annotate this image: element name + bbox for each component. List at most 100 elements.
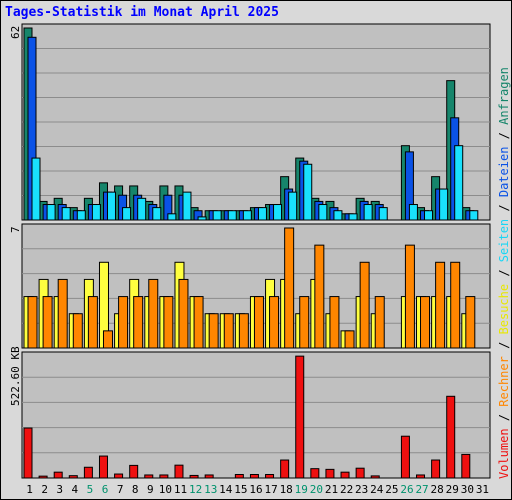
bar-volumen-3: [53, 471, 63, 479]
x-tick-label-20: 20: [310, 483, 323, 496]
x-tick-label-29: 29: [446, 483, 459, 496]
bar-seiten-12: [197, 216, 207, 221]
x-tick-label-13: 13: [204, 483, 217, 496]
bar-volumen-2: [38, 475, 48, 479]
bar-volumen-7: [114, 473, 124, 479]
x-tick-label-15: 15: [234, 483, 247, 496]
x-tick-label-24: 24: [370, 483, 384, 496]
top-panel-max-label: 62: [9, 25, 22, 39]
bar-volumen-17: [265, 473, 275, 479]
bar-seiten-4: [76, 210, 86, 221]
x-tick-label-5: 5: [87, 483, 94, 496]
bar-rechner-24: [374, 296, 385, 349]
bar-rechner-23: [359, 261, 370, 349]
bar-seiten-13: [212, 210, 222, 221]
x-tick-label-14: 14: [219, 483, 233, 496]
x-tick-label-21: 21: [325, 483, 338, 496]
x-tick-label-2: 2: [41, 483, 48, 496]
x-tick-label-4: 4: [72, 483, 79, 496]
bar-volumen-26: [400, 435, 410, 479]
bar-rechner-22: [344, 330, 355, 349]
bar-volumen-4: [68, 475, 78, 479]
bar-seiten-9: [152, 207, 162, 221]
bar-seiten-23: [363, 204, 373, 221]
bar-volumen-9: [144, 474, 154, 479]
bar-volumen-27: [416, 474, 426, 479]
legend-dateien: Dateien: [497, 146, 511, 198]
bar-seiten-11: [182, 191, 192, 221]
bar-seiten-28: [439, 188, 449, 221]
x-tick-label-12: 12: [189, 483, 202, 496]
bar-volumen-23: [355, 467, 365, 479]
bar-rechner-1: [27, 296, 38, 349]
x-tick-label-26: 26: [400, 483, 413, 496]
x-tick-label-19: 19: [295, 483, 308, 496]
bar-rechner-2: [42, 296, 53, 349]
x-tick-label-7: 7: [117, 483, 124, 496]
bar-rechner-29: [450, 261, 461, 349]
bar-volumen-1: [23, 427, 33, 479]
legend-volumen: Volumen: [497, 428, 511, 479]
bar-rechner-14: [223, 313, 234, 349]
bar-seiten-20: [318, 204, 328, 221]
x-tick-label-17: 17: [264, 483, 277, 496]
bar-seiten-21: [333, 210, 343, 221]
bar-rechner-17: [269, 296, 280, 349]
x-tick-label-25: 25: [385, 483, 398, 496]
bar-volumen-5: [83, 466, 93, 479]
x-tick-label-22: 22: [340, 483, 353, 496]
bar-rechner-9: [148, 278, 159, 349]
chart-title: Tages-Statistik im Monat April 2025: [5, 5, 279, 20]
bar-rechner-16: [253, 296, 264, 349]
bar-seiten-16: [257, 207, 267, 221]
bar-rechner-15: [238, 313, 249, 349]
x-tick-label-23: 23: [355, 483, 368, 496]
bar-seiten-8: [137, 197, 147, 221]
bar-rechner-28: [435, 261, 446, 349]
bar-seiten-7: [122, 207, 132, 221]
legend-anfragen: Anfragen: [497, 67, 511, 125]
bar-rechner-3: [57, 278, 68, 349]
bar-seiten-5: [91, 204, 101, 221]
middle-panel-max-label: 7: [9, 226, 22, 233]
plot-area-bottom: [21, 351, 491, 479]
bar-rechner-7: [118, 296, 129, 349]
bar-volumen-13: [204, 474, 214, 479]
bar-seiten-6: [106, 191, 116, 221]
bar-seiten-19: [303, 163, 313, 221]
x-tick-label-10: 10: [159, 483, 172, 496]
bar-seiten-18: [288, 191, 298, 221]
legend-separator: /: [497, 197, 511, 219]
bar-rechner-30: [465, 296, 476, 349]
x-tick-label-1: 1: [26, 483, 33, 496]
bar-seiten-1: [31, 157, 41, 221]
x-tick-label-16: 16: [249, 483, 262, 496]
x-tick-label-30: 30: [461, 483, 474, 496]
bar-seiten-26: [408, 204, 418, 221]
bar-volumen-29: [446, 395, 456, 479]
legend-rechner: Rechner: [497, 356, 511, 407]
bar-volumen-12: [189, 474, 199, 479]
legend-separator: /: [497, 124, 511, 147]
bar-rechner-5: [87, 296, 98, 349]
bar-seiten-30: [469, 210, 479, 221]
legend-separator: /: [497, 262, 511, 284]
bar-seiten-14: [227, 210, 237, 221]
bottom-panel-max-label: 522.60 KB: [9, 346, 22, 406]
bar-seiten-3: [61, 207, 71, 221]
legend-separator: /: [497, 334, 511, 357]
legend-besuche: Besuche: [497, 283, 511, 335]
bar-volumen-11: [174, 464, 184, 479]
bar-volumen-21: [325, 468, 335, 479]
bar-rechner-8: [133, 296, 144, 349]
bar-volumen-24: [370, 475, 380, 479]
x-tick-label-31: 31: [476, 483, 489, 496]
bar-rechner-19: [299, 296, 310, 349]
bar-volumen-22: [340, 471, 350, 479]
bar-seiten-2: [46, 204, 56, 221]
bar-volumen-16: [249, 473, 259, 479]
right-legend: Volumen / Rechner / Besuche / Seiten / D…: [497, 67, 511, 479]
x-tick-label-8: 8: [132, 483, 139, 496]
bar-rechner-21: [329, 296, 340, 349]
